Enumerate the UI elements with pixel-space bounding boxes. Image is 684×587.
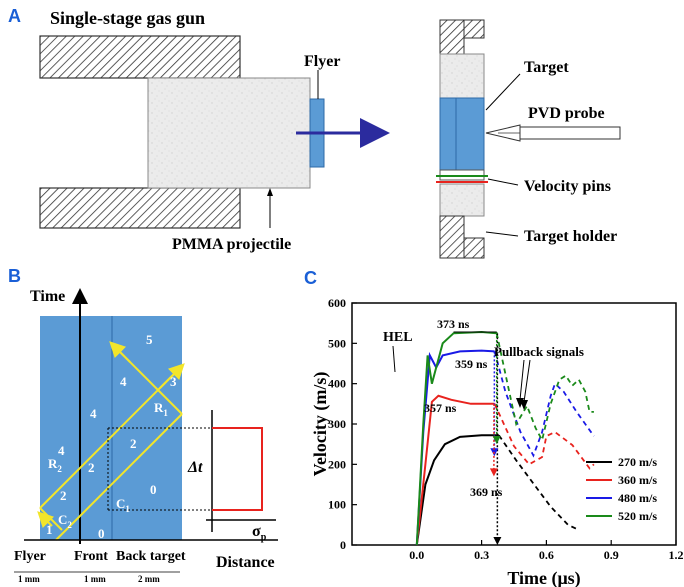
drop-arrow-3 bbox=[492, 436, 501, 445]
panel-letter-a: A bbox=[8, 6, 21, 26]
holder-top-right bbox=[463, 19, 485, 39]
y-tick-label: 200 bbox=[328, 457, 346, 471]
region-4-flyer: 4 bbox=[58, 443, 65, 458]
panel-letter-b: B bbox=[8, 266, 21, 286]
wave-label-c2: C2 bbox=[58, 512, 72, 530]
legend-label-1: 360 m/s bbox=[618, 473, 657, 487]
series-dashed-3 bbox=[495, 333, 594, 443]
wave-label-r1: R1 bbox=[154, 400, 168, 418]
series-dashed-1 bbox=[493, 403, 595, 470]
panel-letter-c: C bbox=[304, 268, 317, 288]
region-4-back: 4 bbox=[120, 374, 127, 389]
region-2-back: 2 bbox=[130, 436, 137, 451]
target-holder-label: Target holder bbox=[524, 228, 617, 245]
hel-leader bbox=[392, 345, 396, 373]
holder-bottom-left bbox=[439, 215, 465, 259]
barrel-top-wall bbox=[39, 35, 241, 79]
y-tick-label: 100 bbox=[328, 498, 346, 512]
holder-top-left bbox=[439, 19, 465, 55]
region-1: 1 bbox=[46, 522, 53, 537]
region-3: 3 bbox=[170, 374, 177, 389]
annotation-359ns: 359 ns bbox=[455, 357, 488, 371]
target-block bbox=[439, 97, 485, 171]
y-tick-label: 300 bbox=[328, 417, 346, 431]
gun-title: Single-stage gas gun bbox=[50, 8, 205, 28]
distance-axis-label: Distance bbox=[216, 554, 275, 571]
annotation-357ns: 357 ns bbox=[424, 401, 457, 415]
wave-label-r2: R2 bbox=[48, 456, 62, 474]
region-4-front: 4 bbox=[90, 406, 97, 421]
x-tick-label: 0.6 bbox=[539, 548, 554, 562]
region-0-front: 0 bbox=[98, 526, 105, 541]
series-dashed-0 bbox=[498, 434, 577, 530]
holder-fill-top bbox=[439, 53, 485, 99]
stress-pulse bbox=[212, 427, 263, 511]
x-tick-label: 0.0 bbox=[409, 548, 424, 562]
pullback-leader-1 bbox=[519, 359, 525, 401]
x-tick-label: 0.9 bbox=[604, 548, 619, 562]
target-label: Target bbox=[524, 59, 569, 76]
pvd-probe-body bbox=[519, 126, 621, 140]
series-dashed-2 bbox=[493, 351, 595, 458]
flyer-label: Flyer bbox=[304, 53, 340, 70]
x-axis-label: Time (μs) bbox=[507, 568, 580, 587]
holder-fill-bottom bbox=[439, 183, 485, 217]
wave-label-c1: C1 bbox=[116, 496, 130, 514]
thickness-flyer: 1 mm bbox=[18, 574, 40, 584]
pvd-label: PVD probe bbox=[528, 105, 605, 122]
x-tick-label: 1.2 bbox=[669, 548, 684, 562]
y-tick-label: 400 bbox=[328, 377, 346, 391]
annotation-pullback: Pullback signals bbox=[494, 344, 584, 359]
annotation-369ns: 369 ns bbox=[470, 485, 503, 499]
region-2-flyer: 2 bbox=[60, 488, 67, 503]
pmma-label: PMMA projectile bbox=[172, 236, 291, 253]
pmma-projectile bbox=[147, 77, 311, 189]
pullback-leader-2 bbox=[523, 359, 531, 403]
annotation-373ns: 373 ns bbox=[437, 317, 470, 331]
series-line-2 bbox=[415, 349, 495, 546]
panel-a: A Single-stage gas gun Flyer PMMA projec… bbox=[8, 6, 621, 259]
label-front: Front bbox=[74, 549, 108, 564]
time-axis-label: Time bbox=[30, 288, 65, 305]
pullback-arrow-2 bbox=[520, 400, 528, 410]
legend-label-2: 480 m/s bbox=[618, 491, 657, 505]
region-0-back: 0 bbox=[150, 482, 157, 497]
sigma-label: σp bbox=[252, 523, 267, 543]
velocity-pins-label: Velocity pins bbox=[524, 178, 611, 195]
label-flyer: Flyer bbox=[14, 549, 46, 564]
panel-c: C 0 100 200 300 400 500 600 0.0 0.3 0.6 0.9 1.2 Time… bbox=[304, 268, 684, 587]
thickness-back: 2 mm bbox=[138, 574, 160, 584]
y-tick-label: 500 bbox=[328, 336, 346, 350]
velocity-chart: 0 100 200 300 400 500 600 0.0 0.3 0.6 0.9 1.2 Time (… bbox=[310, 296, 684, 587]
delta-t-label: Δt bbox=[187, 459, 203, 476]
region-2-front: 2 bbox=[88, 460, 95, 475]
legend-label-3: 520 m/s bbox=[618, 509, 657, 523]
legend-label-0: 270 m/s bbox=[618, 455, 657, 469]
series-line-0 bbox=[415, 434, 499, 546]
holder-bottom-right bbox=[463, 237, 485, 259]
y-tick-label: 600 bbox=[328, 296, 346, 310]
x-tick-label: 0.3 bbox=[474, 548, 489, 562]
label-back-target: Back target bbox=[116, 549, 186, 564]
panel-b: B Time 0 0 1 2 bbox=[8, 266, 278, 584]
region-5: 5 bbox=[146, 332, 153, 347]
barrel-bottom-wall bbox=[39, 187, 241, 229]
drop-arrow-2 bbox=[489, 468, 498, 477]
y-axis-label: Velocity (m/s) bbox=[310, 372, 331, 477]
drop-arrow-0 bbox=[493, 537, 502, 545]
series-line-1 bbox=[415, 394, 495, 546]
y-tick-label: 0 bbox=[340, 538, 346, 552]
annotation-hel: HEL bbox=[383, 330, 413, 345]
thickness-front: 1 mm bbox=[84, 574, 106, 584]
